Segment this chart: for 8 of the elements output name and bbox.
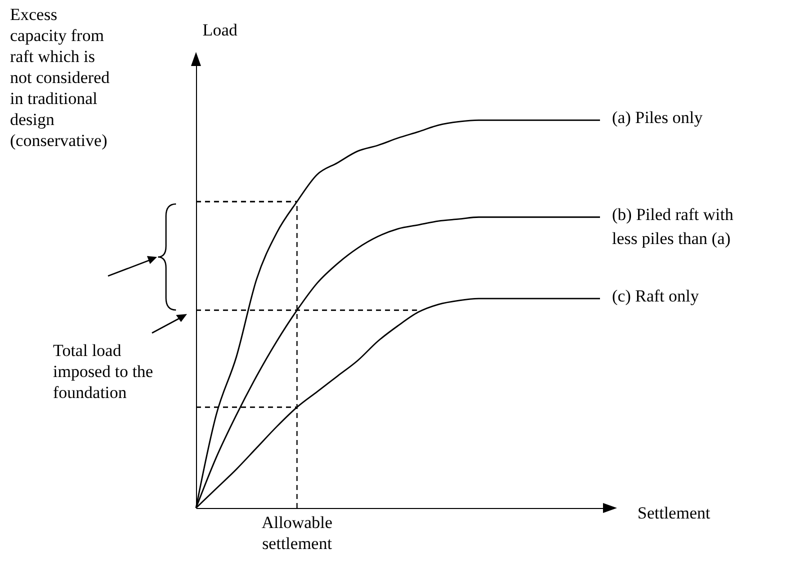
text: Total load imposed to the foundation xyxy=(53,341,154,402)
series-label: (c) Raft only xyxy=(612,286,700,306)
text: Excess capacity from raft which is not considered in traditional design (conservative) xyxy=(10,5,110,150)
series-label: (a) Piles only xyxy=(612,108,704,128)
series-label: (b) Piled raft with less piles than (a) xyxy=(612,205,734,248)
text: Allowable settlement xyxy=(262,513,332,553)
y-axis-title: Load xyxy=(202,20,238,40)
x-axis-title: Settlement xyxy=(638,504,710,522)
